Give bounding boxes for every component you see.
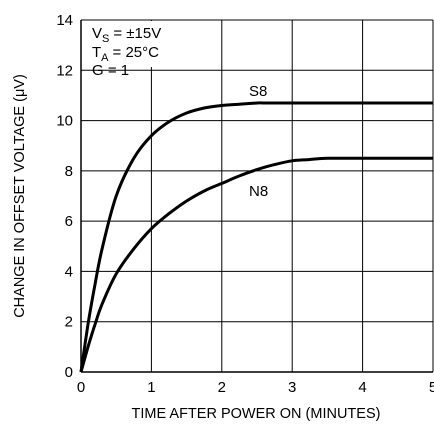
x-tick-label: 5 [429, 379, 434, 396]
y-axis-label: CHANGE IN OFFSET VOLTAGE (μV) [12, 74, 28, 318]
y-tick-label: 0 [65, 364, 73, 381]
x-tick-label: 3 [288, 379, 296, 396]
series-lines [79, 101, 433, 373]
y-tick-label: 8 [65, 163, 73, 180]
series-label-s8: S8 [249, 83, 267, 100]
y-tick-label: 2 [65, 314, 73, 331]
x-tick-label: 4 [358, 379, 366, 396]
grid [80, 19, 434, 373]
series-line-s8 [79, 101, 433, 373]
y-tick-label: 6 [65, 213, 73, 230]
y-tick-label: 14 [56, 12, 73, 29]
x-tick-label: 0 [77, 379, 85, 396]
x-tick-label: 1 [147, 379, 155, 396]
ta-value: = 25°C [113, 44, 160, 61]
y-tick-label: 12 [56, 62, 73, 79]
x-axis-label: TIME AFTER POWER ON (MINUTES) [132, 406, 381, 422]
vs-value: = ±15V [113, 25, 161, 42]
x-tick-label: 2 [218, 379, 226, 396]
g-condition: G = 1 [92, 62, 129, 79]
series-line-n8 [79, 156, 433, 373]
conditions-background [84, 21, 187, 67]
series-label-n8: N8 [249, 183, 268, 200]
y-tick-label: 4 [65, 263, 73, 280]
y-tick-label: 10 [56, 113, 73, 130]
